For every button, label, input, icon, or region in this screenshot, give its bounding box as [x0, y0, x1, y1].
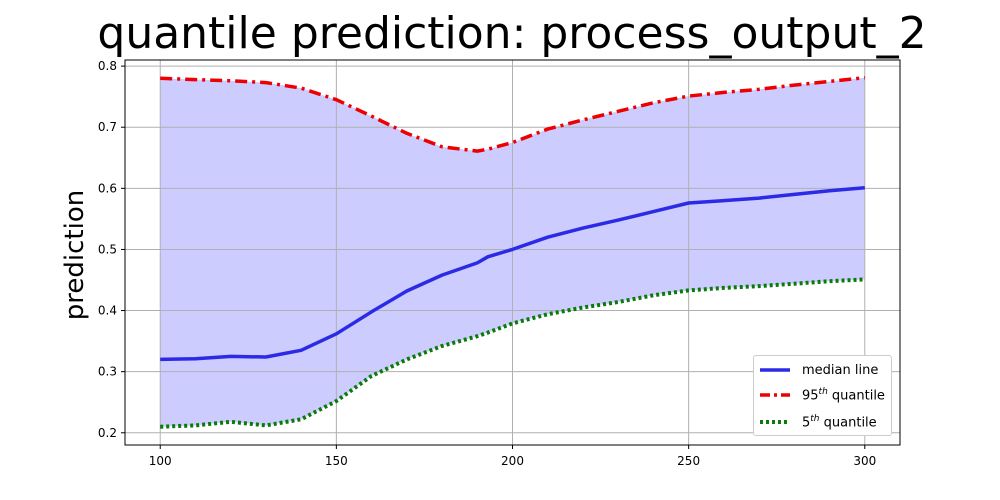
legend-label-95th-sup: th: [818, 386, 828, 397]
y-tick-label-6: 0.8: [98, 59, 117, 73]
y-tick-label-1: 0.3: [98, 365, 117, 379]
series-line-0: [160, 185, 865, 362]
x-tick-label-0: 100: [149, 454, 172, 468]
legend-label-95th: 95th quantile: [802, 387, 885, 403]
legend-item-95th: 95th quantile: [754, 385, 885, 405]
legend-label-5th-sup: th: [810, 413, 820, 424]
legend-item-5th: 5th quantile: [754, 412, 877, 432]
x-tick-label-4: 300: [853, 454, 876, 468]
legend-label-5th: 5th quantile: [802, 414, 877, 430]
x-tick-label-3: 250: [677, 454, 700, 468]
y-tick-label-3: 0.5: [98, 242, 117, 256]
y-tick-label-4: 0.6: [98, 181, 117, 195]
series-line-1: [160, 75, 865, 153]
chart-title: quantile prediction: process_output_2: [97, 8, 927, 59]
legend-label-95th-rest: quantile: [827, 388, 885, 404]
series-line-2: [160, 277, 865, 429]
legend-swatch-median: [760, 368, 790, 372]
legend-label-5th-base: 5: [802, 415, 811, 431]
y-tick-label-0: 0.2: [98, 426, 117, 440]
legend: median line 95th quantile 5th quantile: [753, 355, 892, 436]
legend-label-5th-rest: quantile: [819, 415, 877, 431]
y-tick-label-2: 0.4: [98, 304, 117, 318]
legend-swatch-5th: [760, 420, 790, 424]
y-tick-label-5: 0.7: [98, 120, 117, 134]
legend-label-95th-base: 95: [802, 388, 819, 404]
x-tick-label-2: 200: [501, 454, 524, 468]
legend-swatch-95th: [760, 393, 790, 397]
legend-label-median: median line: [802, 362, 879, 378]
x-tick-label-1: 150: [325, 454, 348, 468]
legend-item-median: median line: [754, 360, 878, 380]
